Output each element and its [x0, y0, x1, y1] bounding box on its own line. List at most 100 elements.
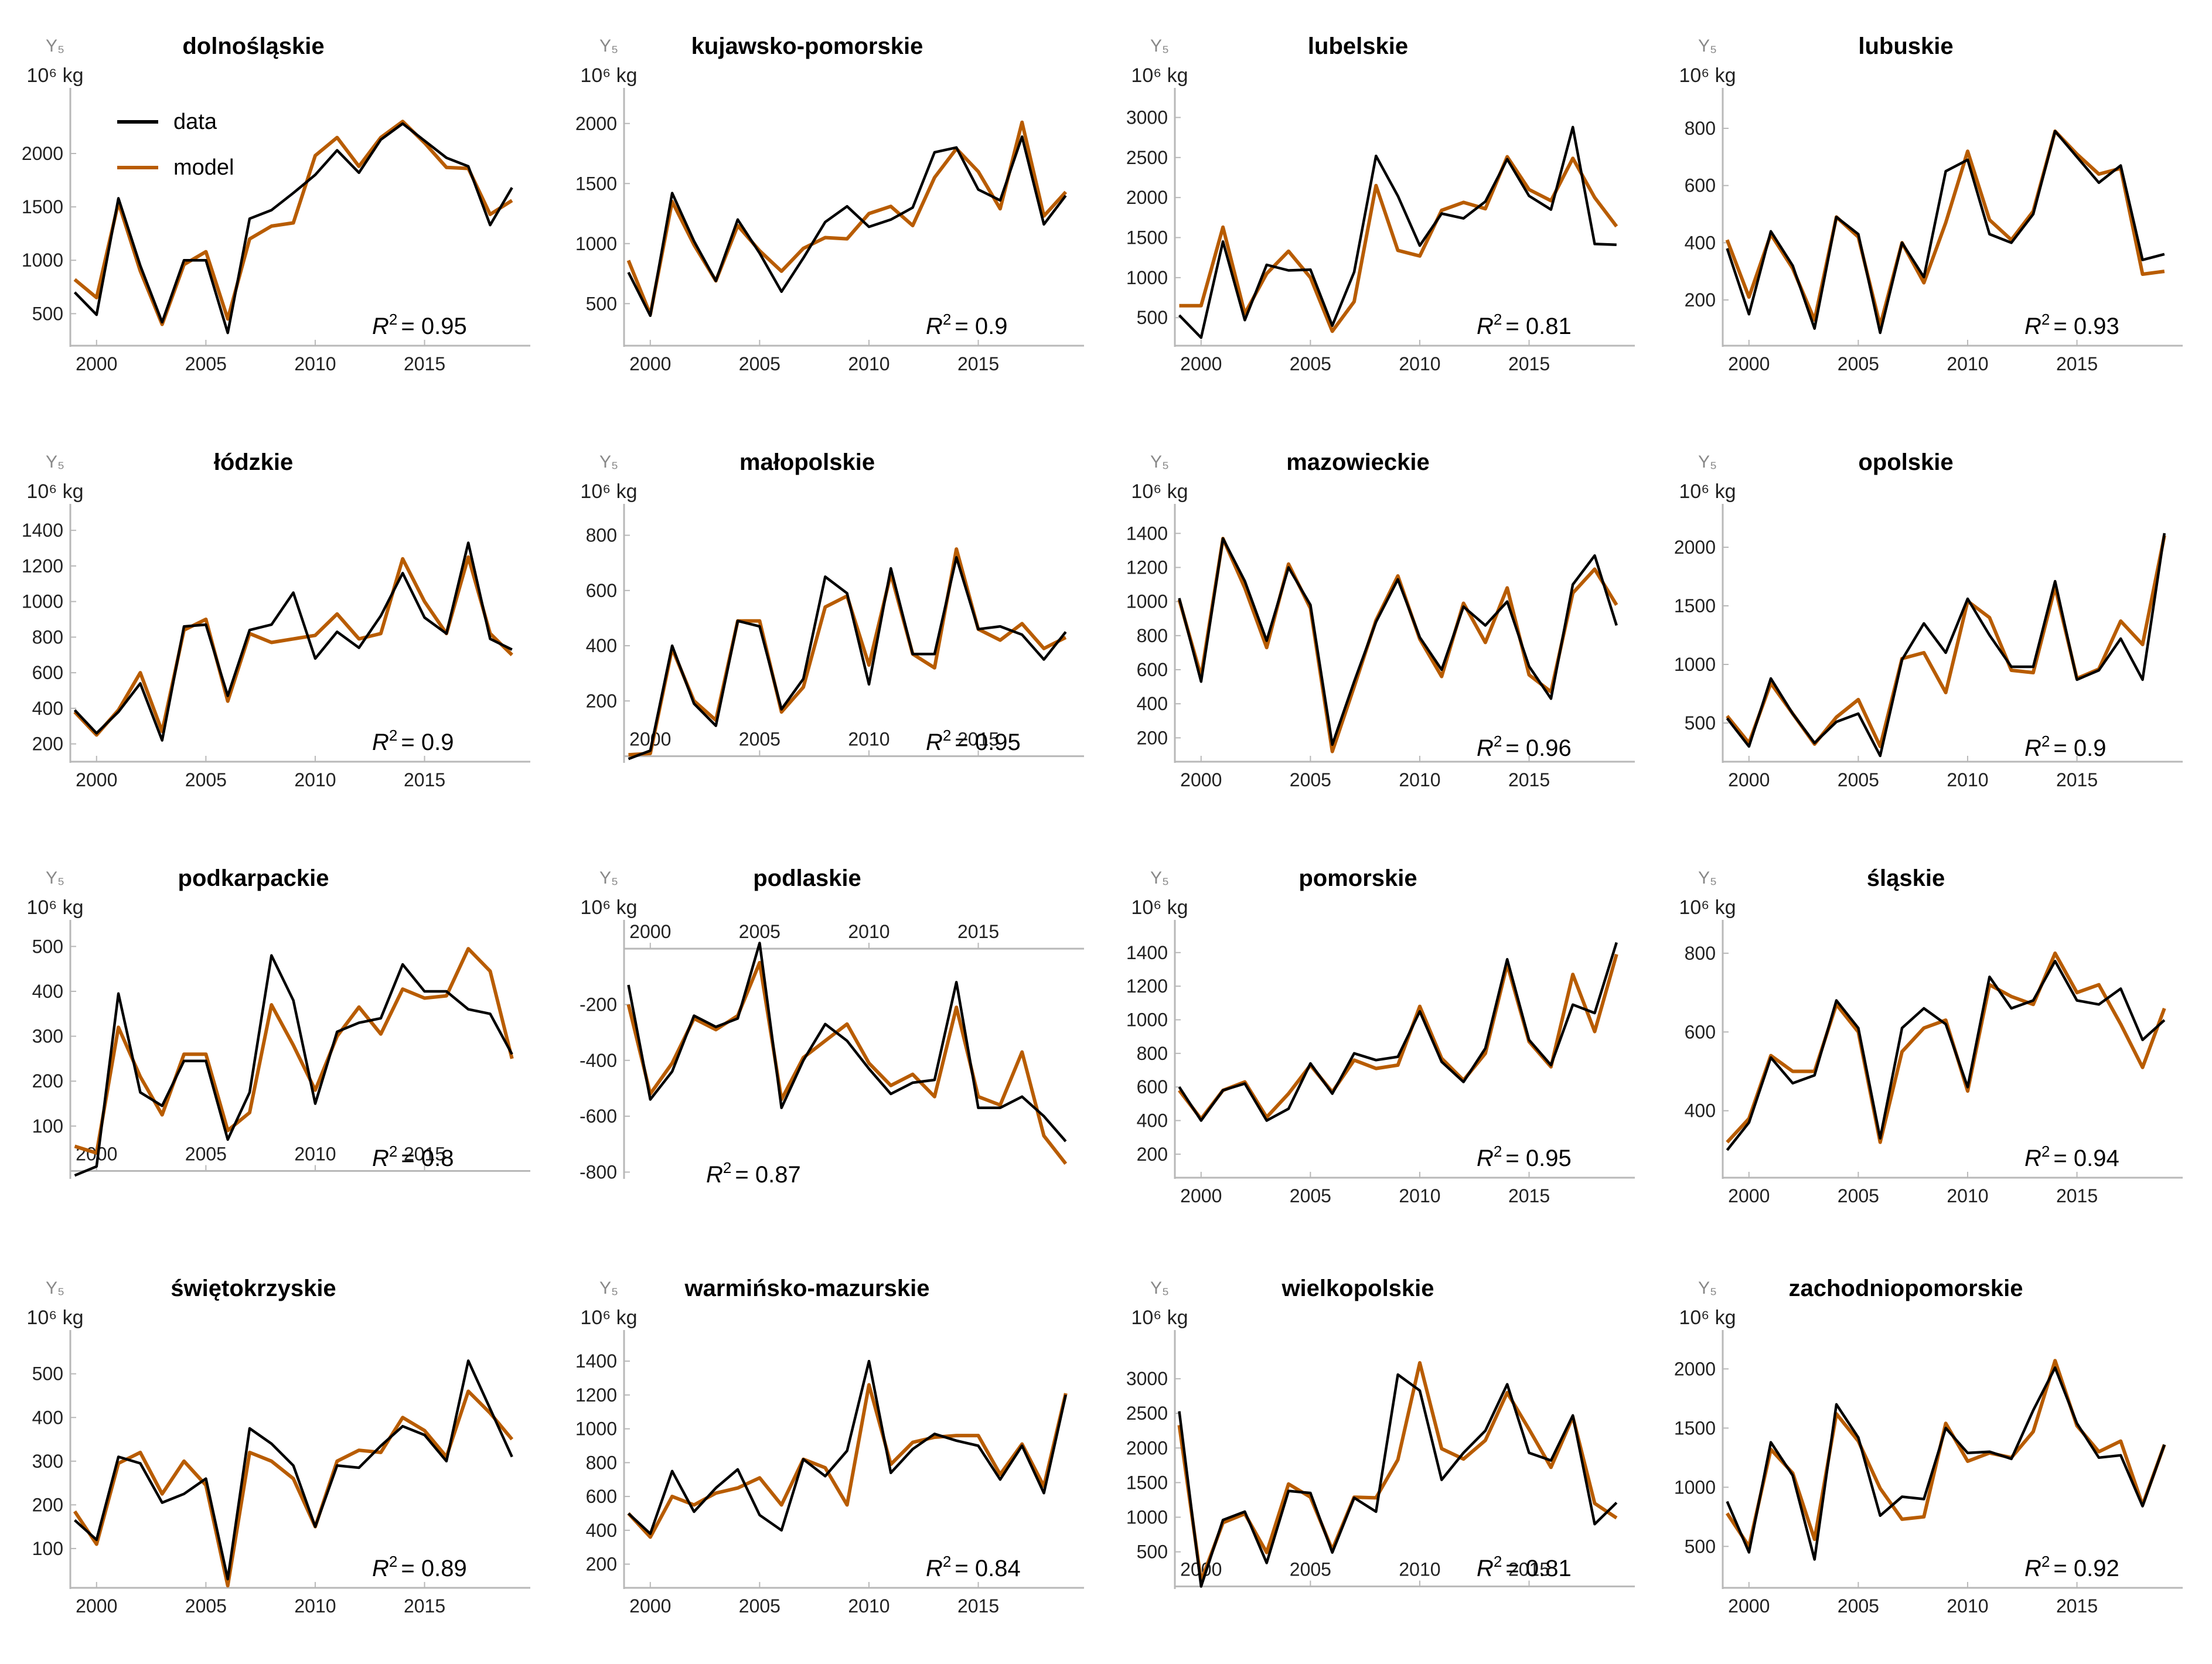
y-tick-label: 1000	[1674, 654, 1716, 675]
x-tick-label: 2005	[1290, 769, 1331, 790]
series-line-data	[73, 1359, 513, 1581]
series-line-data	[74, 954, 513, 1177]
panel-title: podlaskie	[753, 865, 861, 891]
x-tick-label: 2015	[2056, 769, 2098, 790]
x-tick-label: 2015	[404, 769, 445, 790]
r-squared-symbol: R	[372, 729, 389, 755]
series-line-model	[73, 555, 513, 737]
y-tick-label: 1200	[1126, 976, 1168, 997]
x-tick-label: 2000	[1180, 769, 1222, 790]
r-squared-annotation: R2 = 0.87	[706, 1159, 801, 1188]
y-axis-label: Y₅	[599, 36, 618, 56]
series-line-model	[74, 947, 514, 1155]
series-line-model	[626, 120, 1068, 316]
r-squared-annotation: R2 = 0.96	[1477, 732, 1572, 761]
x-tick-label: 2005	[1290, 353, 1331, 374]
y-tick-label: 400	[32, 1407, 63, 1428]
panel-title: lubelskie	[1308, 33, 1408, 59]
y-tick-label: 1200	[575, 1385, 617, 1406]
y-tick-label: 1400	[1126, 942, 1168, 963]
chart-panel-1: kujawsko-pomorskie Y₅ 10⁶ kg 500 1000 1500 200…	[575, 33, 1084, 374]
panel-title: wielkopolskie	[1281, 1276, 1434, 1301]
y-tick-label: -600	[580, 1106, 617, 1127]
r-squared-annotation: R2 = 0.81	[1477, 1553, 1572, 1581]
r-squared-exponent: 2	[1494, 732, 1502, 750]
y-tick-label: 500	[1685, 1536, 1716, 1557]
y-axis-label: Y₅	[599, 1278, 618, 1298]
y-axis-unit: 10⁶ kg	[26, 480, 83, 503]
y-tick-label: 800	[1137, 625, 1168, 646]
r-squared-annotation: R2 = 0.95	[1477, 1143, 1572, 1171]
r-squared-annotation: R2 = 0.9	[2024, 732, 2106, 761]
r-squared-value: = 0.96	[1505, 735, 1571, 761]
x-tick-label: 2010	[1399, 1559, 1440, 1580]
x-tick-label: 2015	[404, 1144, 445, 1165]
x-tick-label: 2015	[957, 921, 999, 942]
chart-panel-3: lubuskie Y₅ 10⁶ kg 200 400 600 800 2000 2005 2010…	[1679, 33, 2183, 374]
x-tick-label: 2010	[294, 769, 336, 790]
y-tick-label: 1000	[22, 250, 63, 271]
r-squared-symbol: R	[372, 1145, 389, 1171]
y-tick-label: 800	[32, 626, 63, 647]
y-tick-label: 3000	[1126, 1368, 1168, 1389]
y-tick-label: 1500	[1126, 1472, 1168, 1493]
x-tick-label: 2000	[1728, 769, 1770, 790]
x-tick-label: 2010	[1399, 769, 1440, 790]
r-squared-exponent: 2	[723, 1159, 731, 1177]
r-squared-exponent: 2	[943, 311, 951, 328]
x-tick-label: 2005	[185, 353, 227, 374]
y-tick-label: 500	[1137, 307, 1168, 328]
series-line-data	[627, 1359, 1067, 1535]
y-axis-unit: 10⁶ kg	[1131, 64, 1188, 87]
x-tick-label: 2010	[848, 921, 889, 942]
x-tick-label: 2000	[1728, 353, 1770, 374]
series-line-model	[1725, 129, 2165, 328]
r-squared-value: = 0.89	[401, 1556, 466, 1581]
r-squared-value: = 0.9	[955, 313, 1007, 339]
r-squared-symbol: R	[372, 1556, 389, 1581]
chart-panel-2: lubelskie Y₅ 10⁶ kg 500 1000 1500 2000 2500 3000…	[1126, 33, 1635, 374]
r-squared-annotation: R2 = 0.84	[926, 1553, 1021, 1581]
y-axis-label: Y₅	[1150, 452, 1169, 472]
x-tick-label: 2010	[294, 1595, 336, 1617]
r-squared-annotation: R2 = 0.81	[1477, 311, 1572, 339]
x-tick-label: 2010	[1947, 1595, 1988, 1617]
series-line-data	[1178, 537, 1618, 746]
y-axis-unit: 10⁶ kg	[1679, 896, 1736, 919]
r-squared-annotation: R2 = 0.93	[2024, 311, 2119, 339]
r-squared-annotation: R2 = 0.9	[372, 727, 454, 755]
r-squared-annotation: R2 = 0.94	[2024, 1143, 2119, 1171]
r-squared-exponent: 2	[943, 1553, 951, 1570]
y-axis-label: Y₅	[46, 452, 64, 472]
y-axis-label: Y₅	[599, 868, 618, 888]
series-line-model	[627, 1383, 1068, 1539]
y-tick-label: 600	[32, 662, 63, 683]
y-axis-unit: 10⁶ kg	[26, 1307, 83, 1329]
x-tick-label: 2000	[76, 1595, 117, 1617]
panel-title: dolnośląskie	[182, 33, 324, 59]
r-squared-value: = 0.81	[1505, 313, 1571, 339]
x-tick-label: 2000	[1180, 353, 1222, 374]
x-tick-label: 2015	[404, 353, 445, 374]
y-tick-label: 400	[1685, 232, 1716, 253]
r-squared-exponent: 2	[389, 727, 397, 744]
y-tick-label: 600	[586, 1486, 617, 1507]
x-tick-label: 2015	[2056, 1185, 2098, 1206]
legend: data model	[117, 110, 234, 180]
x-tick-label: 2015	[1508, 1185, 1550, 1206]
y-tick-label: 1400	[575, 1351, 617, 1372]
y-tick-label: 400	[32, 698, 63, 719]
chart-panel-12: świętokrzyskie Y₅ 10⁶ kg 100 200 300 400 500 200…	[26, 1276, 530, 1617]
r-squared-symbol: R	[706, 1162, 723, 1188]
y-tick-label: 200	[32, 1494, 63, 1515]
r-squared-symbol: R	[926, 313, 943, 339]
x-tick-label: 2000	[629, 921, 671, 942]
r-squared-value: = 0.87	[735, 1162, 800, 1188]
r-squared-value: = 0.93	[2053, 313, 2119, 339]
x-tick-label: 2015	[2056, 1595, 2098, 1617]
panel-title: śląskie	[1867, 865, 1945, 891]
series-line-model	[1178, 953, 1618, 1121]
panel-title: lubuskie	[1858, 33, 1953, 59]
r-squared-exponent: 2	[1494, 1553, 1502, 1570]
x-tick-label: 2010	[848, 729, 889, 750]
